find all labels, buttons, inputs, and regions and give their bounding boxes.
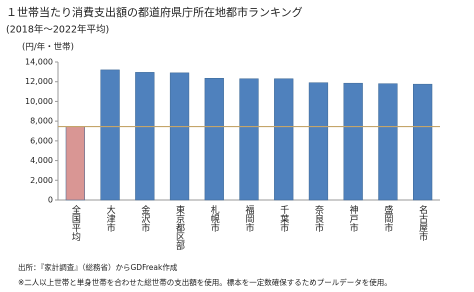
y-tick-label: 10,000	[25, 97, 53, 106]
bar	[204, 78, 224, 201]
y-tick-label: 4,000	[30, 156, 53, 165]
bar	[100, 69, 120, 201]
y-tick-label: 6,000	[30, 136, 53, 145]
y-tick-label: 2,000	[30, 176, 53, 185]
bar	[274, 78, 294, 201]
x-tick-label: 名古屋市	[417, 204, 428, 242]
bar	[239, 78, 259, 201]
chart-title: １世帯当たり消費支出額の都道府県庁所在地都市ランキング	[6, 5, 303, 19]
x-tick-label: 福岡市	[244, 204, 255, 233]
y-tick-label: 8,000	[30, 117, 53, 126]
bar	[378, 83, 398, 201]
note: ※二人以上世帯と単身世帯を合わせた総世帯の支出額を使用。標本を一定数確保するため…	[18, 277, 392, 287]
x-tick-label: 金沢市	[139, 204, 150, 233]
x-tick-label: 神戸市	[348, 204, 359, 233]
chart-subtitle: (2018年～2022年平均)	[6, 24, 109, 36]
y-tick-label: 0	[48, 196, 53, 205]
x-tick-label: 東京都区部	[174, 204, 185, 251]
x-tick-label: 千葉市	[278, 205, 289, 233]
y-axis-label: (円/年・世帯)	[22, 42, 74, 53]
x-tick-label: 札幌市	[209, 204, 220, 233]
bar	[65, 126, 85, 201]
bar	[169, 72, 190, 201]
bar	[413, 83, 433, 201]
x-tick-label: 全国平均	[70, 204, 81, 242]
y-tick-label: 14,000	[25, 58, 53, 67]
x-tick-label: 大津市	[105, 204, 116, 233]
source: 出所：『家計調査』（総務省）からGDFreak作成	[18, 262, 178, 272]
y-tick-label: 12,000	[25, 77, 53, 86]
bar	[308, 82, 329, 201]
x-tick-label: 奈良市	[313, 204, 324, 233]
bar	[135, 72, 155, 201]
x-tick-label: 盛岡市	[382, 204, 393, 233]
bar	[343, 82, 363, 201]
